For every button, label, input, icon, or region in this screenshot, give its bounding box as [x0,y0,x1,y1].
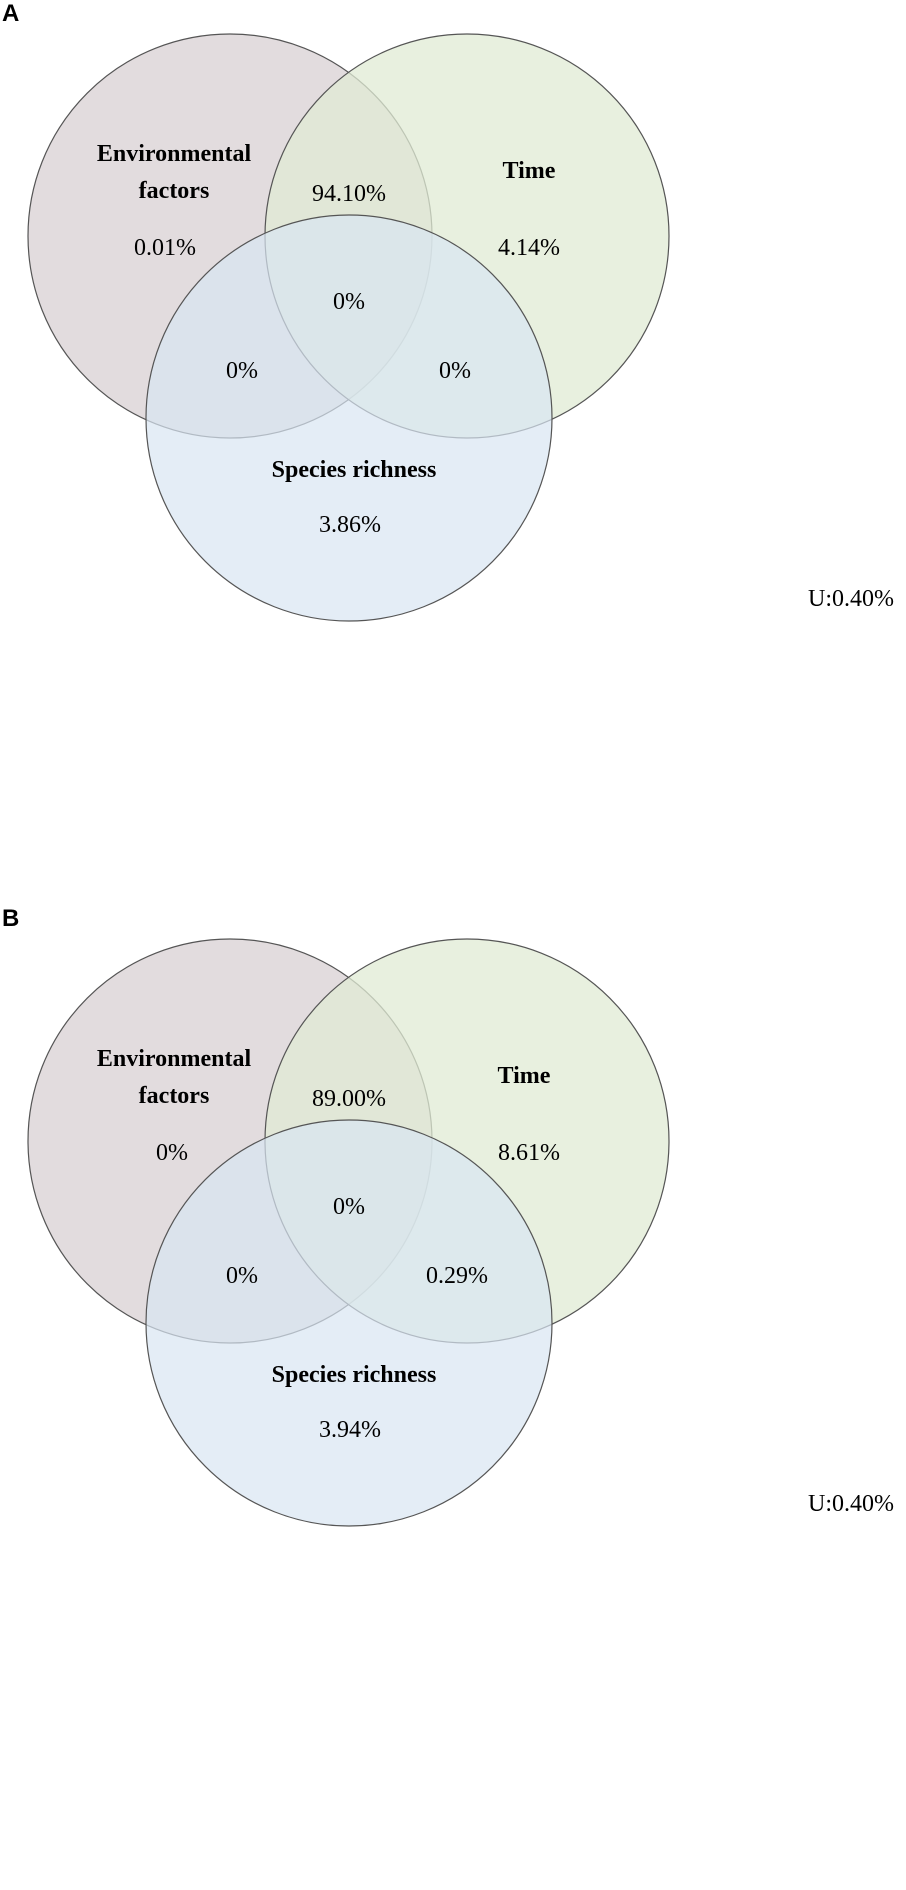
species-label: Species richness [272,1362,437,1388]
species-only-value: 3.94% [319,1417,381,1443]
all-three-value: 0% [333,289,365,315]
venn-diagram: Environmental factors 0% 89.00% Time 8.6… [27,938,670,1527]
env-time-value: 94.10% [312,181,386,207]
species-only-value: 3.86% [319,512,381,538]
environmental-label-line1: Environmental [97,1046,252,1072]
venn-panel-a: A Environmental factors 0.01% 94.10% Tim… [2,0,894,622]
env-species-value: 0% [226,358,258,384]
environmental-label-line1: Environmental [97,141,252,167]
unexplained-value: U:0.40% [808,1491,894,1517]
env-species-value: 0% [226,1263,258,1289]
panel-label: B [2,905,20,932]
all-three-value: 0% [333,1194,365,1220]
species-label: Species richness [272,457,437,483]
unexplained-value: U:0.40% [808,586,894,612]
environmental-label-line2: factors [139,178,210,204]
species-circle [145,214,553,622]
time-species-value: 0% [439,358,471,384]
venn-diagram: Environmental factors 0.01% 94.10% Time … [27,33,670,622]
panel-label: A [2,0,20,27]
environmental-label-line2: factors [139,1083,210,1109]
time-only-value: 4.14% [498,235,560,261]
env-time-value: 89.00% [312,1086,386,1112]
env-only-value: 0% [156,1140,188,1166]
time-label: Time [503,158,556,184]
env-only-value: 0.01% [134,235,196,261]
venn-panel-b: B Environmental factors 0% 89.00% Time 8… [0,905,906,1850]
species-circle [145,1119,553,1527]
time-only-value: 8.61% [498,1140,560,1166]
time-label: Time [498,1063,551,1089]
time-species-value: 0.29% [426,1263,488,1289]
